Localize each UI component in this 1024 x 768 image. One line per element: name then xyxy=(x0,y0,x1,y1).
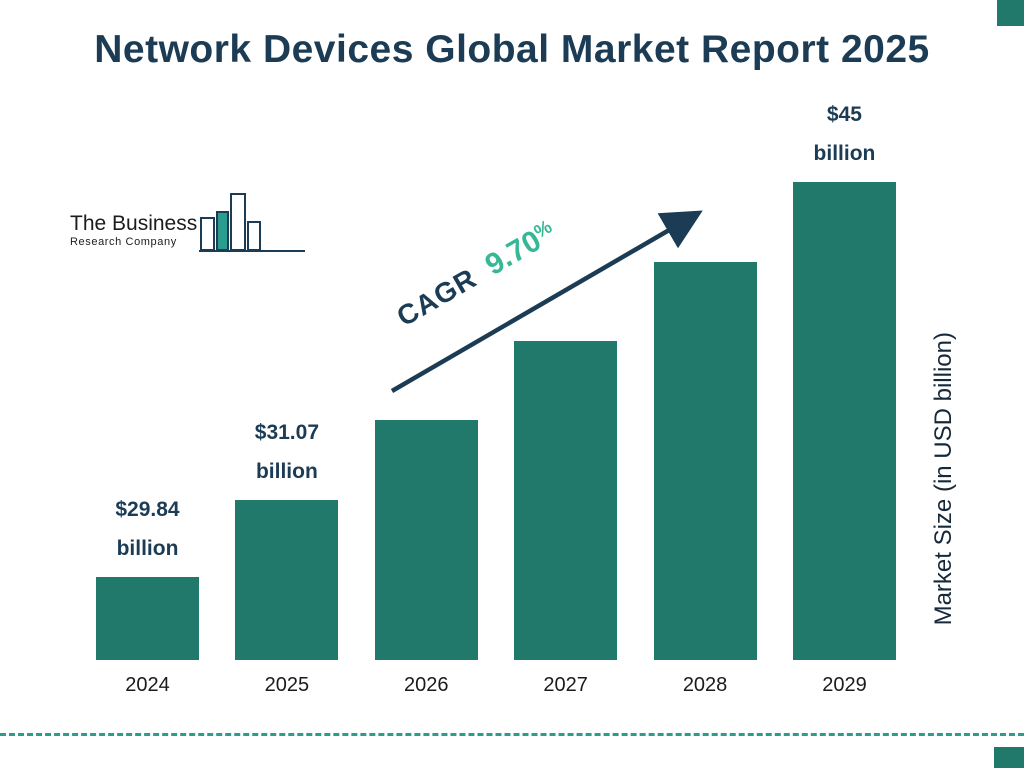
bar-2025 xyxy=(235,500,339,660)
x-axis-label: 2024 xyxy=(125,674,170,696)
bar-chart: $29.84 billion 2024 $31.07 billion 2025 2026 20… xyxy=(96,98,896,700)
bar-2029 xyxy=(792,182,896,660)
bar-column: 2027 xyxy=(514,333,618,700)
bar-column: $31.07 billion 2025 xyxy=(235,414,339,700)
bar-2026 xyxy=(374,420,478,660)
bottom-dashed-divider xyxy=(0,733,1024,736)
corner-accent-top-right xyxy=(997,0,1024,26)
x-axis-label: 2028 xyxy=(682,674,728,696)
bar-column: $45 billion 2029 xyxy=(792,96,896,700)
x-axis-label: 2027 xyxy=(543,674,588,696)
x-axis-label: 2025 xyxy=(264,674,310,696)
logo-text: The Business Research Company xyxy=(70,212,197,254)
y-axis-title: Market Size (in USD billion) xyxy=(930,332,957,626)
bar-column: $29.84 billion 2024 xyxy=(96,491,199,700)
x-axis-label: 2026 xyxy=(404,674,449,696)
bar-value-label: $31.07 billion xyxy=(254,421,319,484)
page-title: Network Devices Global Market Report 202… xyxy=(94,28,930,71)
bar-2024 xyxy=(96,577,199,660)
x-axis-label: 2029 xyxy=(822,674,867,696)
corner-accent-bottom-right xyxy=(994,747,1024,768)
company-logo: The Business Research Company xyxy=(70,192,309,254)
bar-value-label: $45 billion xyxy=(813,103,876,166)
bar-column: 2026 xyxy=(374,412,478,700)
bar-2028 xyxy=(653,262,757,660)
bar-2027 xyxy=(514,341,618,660)
logo-barchart-icon xyxy=(199,193,306,252)
bar-value-label: $29.84 billion xyxy=(115,498,180,561)
logo-subname: Research Company xyxy=(70,236,177,248)
bar-column: 2028 xyxy=(653,254,757,700)
logo-name: The Business xyxy=(70,212,198,235)
